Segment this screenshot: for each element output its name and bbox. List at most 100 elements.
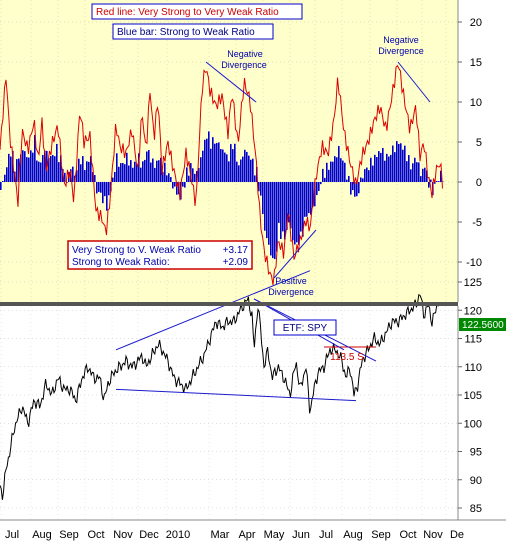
blue-bar — [304, 182, 306, 217]
blue-bar — [212, 137, 214, 182]
blue-bar — [438, 181, 440, 182]
x-month-labels: Jul Aug Sep Oct Nov Dec 2010 Mar Apr May Jun Jul Aug… — [5, 529, 464, 541]
blue-bar — [152, 158, 154, 182]
blue-bar — [280, 182, 282, 239]
blue-bar — [114, 171, 116, 182]
blue-bar — [124, 164, 126, 182]
x-month-label: Jun — [292, 529, 310, 541]
blue-bar — [430, 179, 432, 182]
blue-bar — [238, 165, 240, 182]
blue-bar — [406, 161, 408, 182]
x-month-label: Aug — [32, 529, 52, 541]
price-y-tick-label: 90 — [470, 475, 482, 487]
blue-bar — [16, 159, 18, 182]
x-month-label: Jul — [5, 529, 19, 541]
ratio-y-tick-label: 0 — [476, 177, 482, 189]
readout-row2-label: Strong to Weak Ratio: — [72, 257, 170, 268]
blue-bar — [94, 175, 96, 182]
blue-bar — [72, 166, 74, 182]
blue-bar — [234, 143, 236, 182]
blue-bar — [160, 157, 162, 182]
blue-bar — [226, 154, 228, 182]
price-y-tick-label: 105 — [464, 390, 482, 402]
blue-bar — [274, 182, 276, 260]
blue-bar — [190, 163, 192, 182]
blue-bar — [168, 173, 170, 182]
blue-bar — [372, 165, 374, 182]
blue-bar — [326, 162, 328, 182]
x-month-label: Sep — [371, 529, 391, 541]
blue-bar — [116, 153, 118, 182]
blue-bar — [202, 150, 204, 182]
blue-bar — [164, 162, 166, 182]
blue-bar — [388, 156, 390, 182]
blue-bar — [342, 160, 344, 182]
y-tick-labels: -10 -5 0 5 10 15 20 85 90 95 100 105 110 115 120 125 — [458, 17, 482, 515]
blue-bar — [434, 182, 436, 184]
blue-bar — [330, 161, 332, 182]
blue-bar — [0, 182, 2, 190]
y-axis-strip — [458, 0, 506, 546]
blue-bar — [408, 155, 410, 182]
blue-bar — [188, 175, 190, 182]
x-month-label: Nov — [113, 529, 133, 541]
x-month-label: Mar — [211, 529, 230, 541]
readout-row1-label: Very Strong to V. Weak Ratio — [72, 245, 201, 256]
blue-bar — [82, 156, 84, 182]
blue-bar — [412, 163, 414, 182]
blue-bar — [2, 180, 4, 182]
blue-bar — [76, 170, 78, 182]
blue-bar — [350, 182, 352, 195]
blue-bar — [300, 182, 302, 232]
blue-bar — [194, 173, 196, 182]
blue-bar — [200, 157, 202, 182]
blue-bar — [108, 182, 110, 196]
blue-bar — [242, 156, 244, 182]
blue-bar — [252, 158, 254, 182]
blue-bar — [26, 157, 28, 182]
blue-bar — [128, 165, 130, 182]
x-month-label: Dec — [139, 529, 159, 541]
last-value-text: 122.5600 — [462, 320, 504, 331]
blue-bar — [400, 143, 402, 182]
blue-bar — [272, 182, 274, 259]
blue-bar — [214, 143, 216, 182]
blue-bar — [250, 159, 252, 182]
trendline — [115, 388, 357, 402]
blue-bar — [22, 150, 24, 182]
last-value-tag — [459, 318, 506, 331]
blue-bar — [138, 153, 140, 182]
price-y-tick-label: 110 — [464, 362, 482, 374]
blue-bar — [40, 162, 42, 182]
blue-bar — [84, 170, 86, 182]
ratio-y-tick-label: 20 — [470, 17, 482, 29]
blue-bar — [170, 177, 172, 182]
resistance-label: 113.5 S — [330, 352, 364, 363]
blue-bar — [44, 150, 46, 182]
blue-bar — [264, 182, 266, 231]
blue-bar — [134, 161, 136, 182]
blue-bar — [130, 160, 132, 182]
blue-bar — [332, 161, 334, 182]
ratio-y-tick-label: 15 — [470, 57, 482, 69]
blue-bar — [176, 182, 178, 195]
blue-bar — [132, 167, 134, 182]
blue-bar — [368, 170, 370, 182]
blue-bar — [364, 169, 366, 182]
blue-bar — [118, 166, 120, 182]
blue-bar — [314, 182, 316, 207]
blue-bar — [136, 163, 138, 182]
price-y-tick-label: 100 — [464, 418, 482, 430]
blue-bar — [440, 170, 442, 182]
blue-bar — [64, 172, 66, 182]
x-month-label: Jul — [319, 529, 333, 541]
panel-divider — [0, 302, 458, 306]
blue-bar — [268, 182, 270, 245]
blue-bar — [362, 178, 364, 182]
blue-bar — [428, 182, 430, 188]
blue-bar — [356, 182, 358, 197]
blue-bar — [92, 172, 94, 182]
blue-bar — [370, 157, 372, 182]
legend-red-line-text: Red line: Very Strong to Very Weak Ratio — [96, 7, 279, 18]
blue-bar — [78, 158, 80, 182]
